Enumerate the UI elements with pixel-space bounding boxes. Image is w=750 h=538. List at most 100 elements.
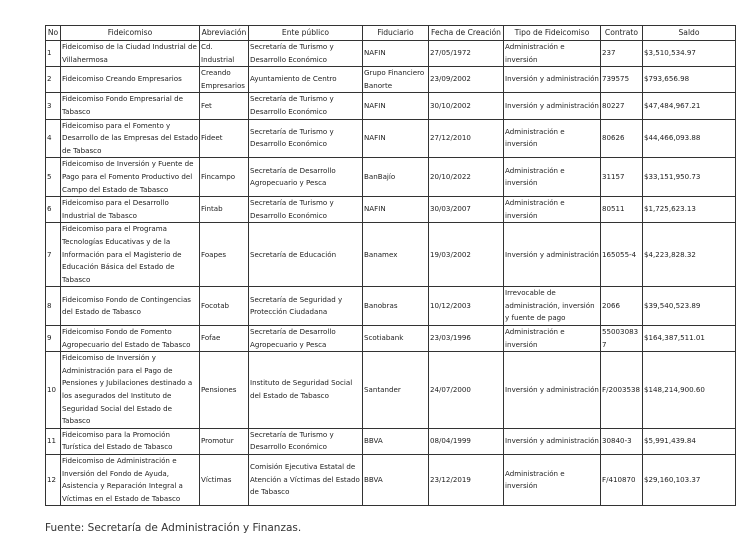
table-cell: Instituto de Seguridad Social del Estado…: [248, 351, 363, 429]
table-cell: 30/03/2007: [428, 196, 504, 224]
table-row: 2 Fideicomiso Creando Empresarios Creando …: [45, 66, 736, 94]
table-cell: Pensiones: [199, 351, 249, 429]
table-cell: Promotur: [199, 427, 249, 456]
table-cell: Fideet: [199, 118, 249, 159]
table-cell: 5: [45, 157, 61, 198]
table-cell: Banamex: [362, 222, 429, 288]
table-cell: 80626: [600, 118, 643, 159]
table-cell: $39,540,523.89: [642, 286, 736, 327]
table-cell: Fideicomiso Fondo de Contingencias del E…: [60, 286, 200, 327]
table-cell: Fideicomiso para el Desarrollo Industria…: [60, 196, 200, 224]
table-cell: Fideicomiso para la Promoción Turística …: [60, 427, 200, 456]
table-cell: $4,223,828.32: [642, 222, 736, 288]
header-cell: Ente público: [248, 25, 363, 41]
table-cell: 27/05/1972: [428, 39, 504, 68]
table-cell: Fideicomiso de la Ciudad Industrial de V…: [60, 39, 200, 68]
table-cell: 165055-4: [600, 222, 643, 288]
table-cell: $47,484,967.21: [642, 92, 736, 120]
table-cell: 237: [600, 39, 643, 68]
table-cell: $33,151,950.73: [642, 157, 736, 198]
table-cell: Grupo Financiero Banorte: [362, 66, 429, 94]
table-cell: Secretaría de Desarrollo Agropecuario y …: [248, 325, 363, 353]
table-cell: $1,725,623.13: [642, 196, 736, 224]
table-cell: BanBajío: [362, 157, 429, 198]
table-cell: F/410870: [600, 453, 643, 507]
table-cell: Fet: [199, 92, 249, 120]
table-row: 7 Fideicomiso para el Programa Tecnología…: [45, 222, 736, 288]
table-cell: Fideicomiso Fondo Empresarial de Tabasco: [60, 92, 200, 120]
table-cell: Creando Empresarios: [199, 66, 249, 94]
table-cell: Inversión y administración: [503, 66, 601, 94]
table-cell: $793,656.98: [642, 66, 736, 94]
table-cell: $44,466,093.88: [642, 118, 736, 159]
table-row: 11 Fideicomiso para la Promoción Turístic…: [45, 427, 736, 456]
table-cell: NAFIN: [362, 92, 429, 120]
table-cell: Secretaría de Seguridad y Protección Ciu…: [248, 286, 363, 327]
table-cell: NAFIN: [362, 118, 429, 159]
table-cell: Administración e inversión: [503, 157, 601, 198]
table-cell: BBVA: [362, 453, 429, 507]
table-cell: Secretaría de Turismo y Desarrollo Econó…: [248, 196, 363, 224]
table-cell: 550030837: [600, 325, 643, 353]
table-cell: Fideicomiso de Administración e Inversió…: [60, 453, 200, 507]
table-cell: 30840-3: [600, 427, 643, 456]
table-cell: 2: [45, 66, 61, 94]
table-cell: Inversión y administración: [503, 92, 601, 120]
trust-table: No Fideicomiso Abreviación Ente público Fidu…: [45, 25, 736, 507]
table-cell: 4: [45, 118, 61, 159]
table-row: 9 Fideicomiso Fondo de Fomento Agropecuar…: [45, 325, 736, 353]
table-cell: 9: [45, 325, 61, 353]
header-cell: Tipo de Fideicomiso: [503, 25, 601, 41]
table-cell: Secretaría de Turismo y Desarrollo Econó…: [248, 118, 363, 159]
table-cell: 12: [45, 453, 61, 507]
table-cell: 11: [45, 427, 61, 456]
table-cell: F/2003538: [600, 351, 643, 429]
table-cell: Secretaría de Turismo y Desarrollo Econó…: [248, 39, 363, 68]
table-cell: Administración e inversión: [503, 39, 601, 68]
table-cell: Secretaría de Turismo y Desarrollo Econó…: [248, 92, 363, 120]
table-row: 6 Fideicomiso para el Desarrollo Industri…: [45, 196, 736, 224]
table-cell: $148,214,900.60: [642, 351, 736, 429]
table-cell: Inversión y administración: [503, 351, 601, 429]
table-row: 3 Fideicomiso Fondo Empresarial de Tabasc…: [45, 92, 736, 120]
table-cell: 27/12/2010: [428, 118, 504, 159]
table-cell: Administración e inversión: [503, 196, 601, 224]
header-cell: Fecha de Creación: [428, 25, 504, 41]
table-cell: Santander: [362, 351, 429, 429]
table-cell: 2066: [600, 286, 643, 327]
table-cell: 6: [45, 196, 61, 224]
table-cell: Víctimas: [199, 453, 249, 507]
table-row: 1 Fideicomiso de la Ciudad Industrial de …: [45, 39, 736, 68]
header-cell: Fideicomiso: [60, 25, 200, 41]
header-cell: Abreviación: [199, 25, 249, 41]
table-cell: Fideicomiso Creando Empresarios: [60, 66, 200, 94]
table-cell: NAFIN: [362, 39, 429, 68]
table-cell: 23/03/1996: [428, 325, 504, 353]
table-cell: Administración e inversión: [503, 453, 601, 507]
table-cell: $164,387,511.01: [642, 325, 736, 353]
table-cell: 8: [45, 286, 61, 327]
table-cell: 80227: [600, 92, 643, 120]
table-row: 10 Fideicomiso de Inversión y Administrac…: [45, 351, 736, 429]
table-cell: Inversión y administración: [503, 222, 601, 288]
table-cell: Administración e inversión: [503, 325, 601, 353]
table-cell: Ayuntamiento de Centro: [248, 66, 363, 94]
table-cell: NAFIN: [362, 196, 429, 224]
header-cell: Fiduciario: [362, 25, 429, 41]
table-cell: Cd. Industrial: [199, 39, 249, 68]
table-row: 5 Fideicomiso de Inversión y Fuente de Pa…: [45, 157, 736, 198]
source-note: Fuente: Secretaría de Administración y F…: [45, 522, 302, 534]
table-row: 4 Fideicomiso para el Fomento y Desarroll…: [45, 118, 736, 159]
table-cell: Fintab: [199, 196, 249, 224]
table-cell: 3: [45, 92, 61, 120]
table-cell: Scotiabank: [362, 325, 429, 353]
header-cell: No: [45, 25, 61, 41]
table-cell: 23/09/2002: [428, 66, 504, 94]
table-cell: Fofae: [199, 325, 249, 353]
table-cell: 10: [45, 351, 61, 429]
table-body: 1 Fideicomiso de la Ciudad Industrial de …: [45, 39, 736, 507]
table-cell: Banobras: [362, 286, 429, 327]
table-cell: Fideicomiso de Inversión y Fuente de Pag…: [60, 157, 200, 198]
table-cell: Inversión y administración: [503, 427, 601, 456]
